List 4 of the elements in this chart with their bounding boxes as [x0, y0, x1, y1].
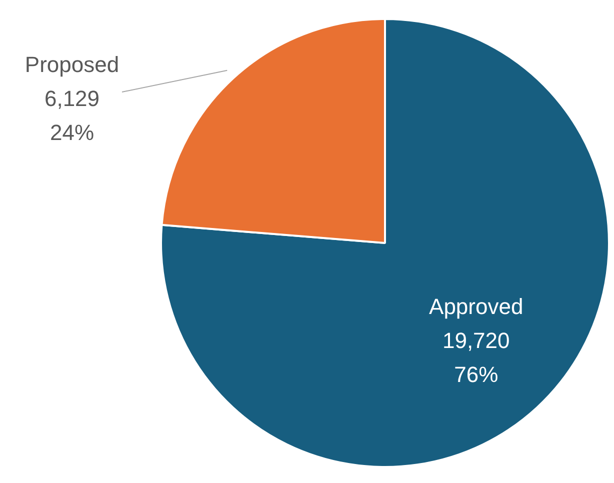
data-label: 6,129 24%	[44, 86, 100, 146]
slice-label: Proposed	[24, 52, 120, 78]
data-label: 19,720 76%	[442, 328, 510, 387]
slice-label: Approved	[429, 294, 524, 319]
